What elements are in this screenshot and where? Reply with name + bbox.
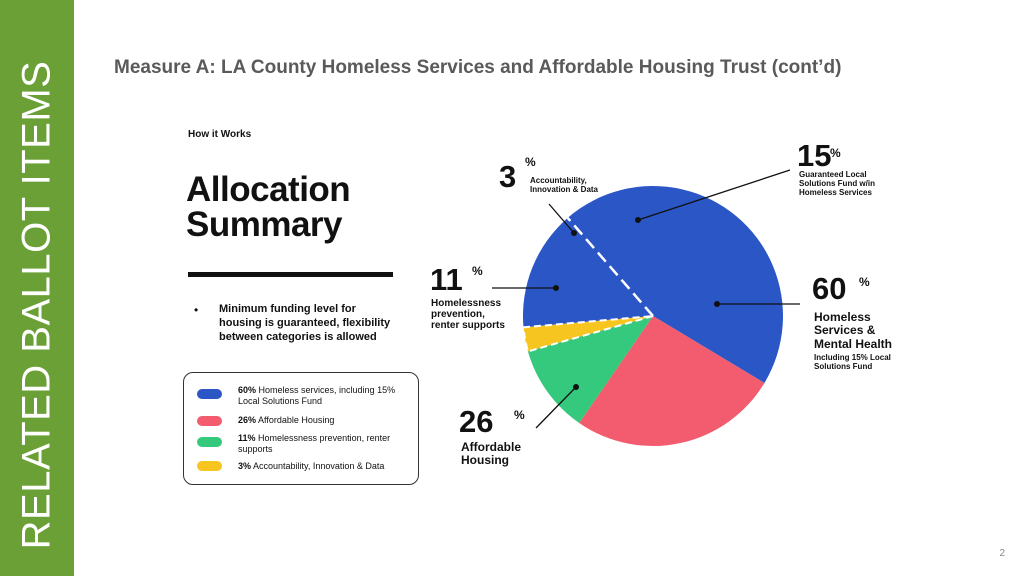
legend-text-homeless: 60% Homeless services, including 15% Loc… (238, 385, 410, 407)
legend-swatch-homeless (197, 389, 222, 399)
label-local-1: Guaranteed Local (799, 170, 867, 179)
pct-prevention: 11 (430, 262, 463, 297)
legend-swatch-prevention (197, 437, 222, 447)
sub-homeless-1: Including 15% Local (814, 353, 891, 362)
legend-label-accountability: Accountability, Innovation & Data (251, 461, 385, 471)
heading-line-1: Allocation (186, 170, 351, 209)
legend-text-affordable: 26% Affordable Housing (238, 415, 410, 426)
leader-dot-homeless (714, 301, 720, 307)
leader-dot-accountability (571, 230, 577, 236)
annotation-affordable: 26 % Affordable Housing (459, 384, 579, 467)
slice-affordable (579, 316, 765, 446)
pct-sign-local: % (830, 146, 841, 160)
pct-accountability: 3 (499, 159, 516, 194)
label-homeless-2: Services & (814, 323, 876, 337)
leader-line-affordable (535, 386, 577, 429)
annotation-local-solutions: 15 % Guaranteed Local Solutions Fund w/i… (635, 138, 875, 223)
funding-bullet-text: Minimum funding level for housing is gua… (219, 303, 391, 343)
legend: 60% Homeless services, including 15% Loc… (183, 372, 419, 485)
pct-sign-prevention: % (472, 264, 483, 278)
pct-affordable: 26 (459, 404, 493, 439)
label-local-3: Homeless Services (799, 188, 872, 197)
slice-prevention (527, 316, 653, 424)
legend-label-homeless: Homeless services, including 15% Local S… (238, 385, 396, 406)
label-homeless-1: Homeless (814, 310, 871, 324)
leader-dot-affordable (573, 384, 579, 390)
leader-line-local (637, 169, 791, 221)
leader-line-accountability (548, 203, 575, 234)
legend-text-accountability: 3% Accountability, Innovation & Data (238, 461, 410, 472)
pct-sign-homeless: % (859, 275, 870, 289)
pct-local: 15 (797, 138, 831, 173)
legend-label-affordable: Affordable Housing (256, 415, 335, 425)
label-homeless-3: Mental Health (814, 337, 892, 351)
label-accountability-2: Innovation & Data (530, 185, 599, 194)
legend-pct-affordable: 26% (238, 415, 257, 425)
legend-label-prevention: Homelessness prevention, renter supports (238, 433, 391, 454)
annotation-prevention: 11 % Homelessness prevention, renter sup… (430, 262, 559, 331)
annotation-homeless: 60 % Homeless Services & Mental Health I… (714, 271, 892, 371)
label-affordable-1: Affordable (461, 440, 521, 454)
label-accountability-1: Accountability, (530, 176, 587, 185)
legend-text-prevention: 11% Homelessness prevention, renter supp… (238, 433, 410, 455)
label-affordable-2: Housing (461, 453, 509, 467)
local-solutions-divider (566, 217, 654, 317)
leader-dot-prevention (553, 285, 559, 291)
label-prevention-1: Homelessness (431, 298, 501, 309)
pie-overlays (522, 217, 654, 353)
pct-homeless: 60 (812, 271, 846, 306)
page-number: 2 (999, 548, 1005, 559)
legend-swatch-affordable (197, 416, 222, 426)
pie-slices (522, 186, 783, 446)
legend-pct-accountability: 3% (238, 461, 252, 471)
pct-sign-affordable: % (514, 408, 525, 422)
sidebar: RELATED BALLOT ITEMS (0, 0, 74, 576)
slide-title: Measure A: LA County Homeless Services a… (114, 57, 842, 78)
label-prevention-2: prevention, (431, 309, 485, 320)
legend-pct-homeless: 60% (238, 385, 257, 395)
legend-pct-prevention: 11% (238, 433, 256, 443)
accountability-dashed-border (522, 315, 654, 353)
sub-homeless-2: Solutions Fund (814, 362, 872, 371)
annotation-accountability: 3 % Accountability, Innovation & Data (499, 155, 599, 236)
pct-sign-accountability: % (525, 155, 536, 169)
slice-homeless (522, 186, 783, 383)
heading-divider (188, 272, 393, 277)
legend-swatch-accountability (197, 461, 222, 471)
allocation-summary-heading: Allocation Summary (186, 170, 351, 244)
label-local-2: Solutions Fund w/in (799, 179, 875, 188)
bullet-icon: • (194, 303, 199, 317)
label-prevention-3: renter supports (431, 320, 505, 331)
heading-line-2: Summary (186, 205, 343, 244)
how-it-works-label: How it Works (188, 129, 252, 140)
leader-dot-local (635, 217, 641, 223)
